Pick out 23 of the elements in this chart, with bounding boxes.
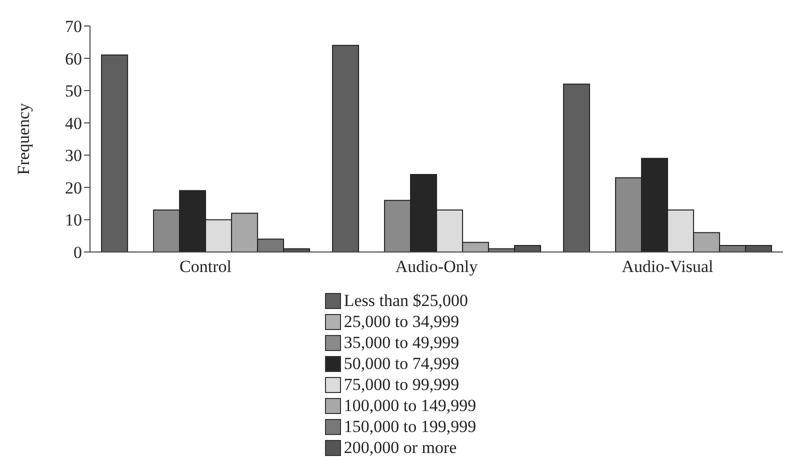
y-tick-label: 70 <box>65 17 82 36</box>
y-tick-label: 20 <box>65 178 82 198</box>
legend-label: 100,000 to 149,999 <box>344 396 476 416</box>
legend-label: Less than $25,000 <box>344 290 468 310</box>
legend-label: 25,000 to 34,999 <box>344 312 460 332</box>
legend-label: 150,000 to 199,999 <box>344 416 476 436</box>
legend-label: 50,000 to 74,999 <box>344 354 460 374</box>
y-tick-label: 10 <box>65 210 82 230</box>
y-tick-label: 60 <box>65 49 82 68</box>
legend-label: 200,000 or more <box>344 438 457 458</box>
legend-label: 35,000 to 49,999 <box>344 332 460 352</box>
y-axis-title: Frequency <box>14 102 34 175</box>
x-tick-label: Control <box>180 257 232 276</box>
y-tick-label: 30 <box>65 146 82 166</box>
y-tick-label: 40 <box>65 114 82 133</box>
x-tick-label: Audio-Only <box>395 257 478 276</box>
y-tick-label: 0 <box>74 243 82 262</box>
bar <box>332 44 360 252</box>
y-tick-label: 50 <box>65 82 82 101</box>
bar <box>563 84 590 252</box>
x-tick-label: Audio-Visual <box>622 257 714 276</box>
legend-label: 75,000 to 99,999 <box>344 374 460 394</box>
bar <box>101 54 128 252</box>
